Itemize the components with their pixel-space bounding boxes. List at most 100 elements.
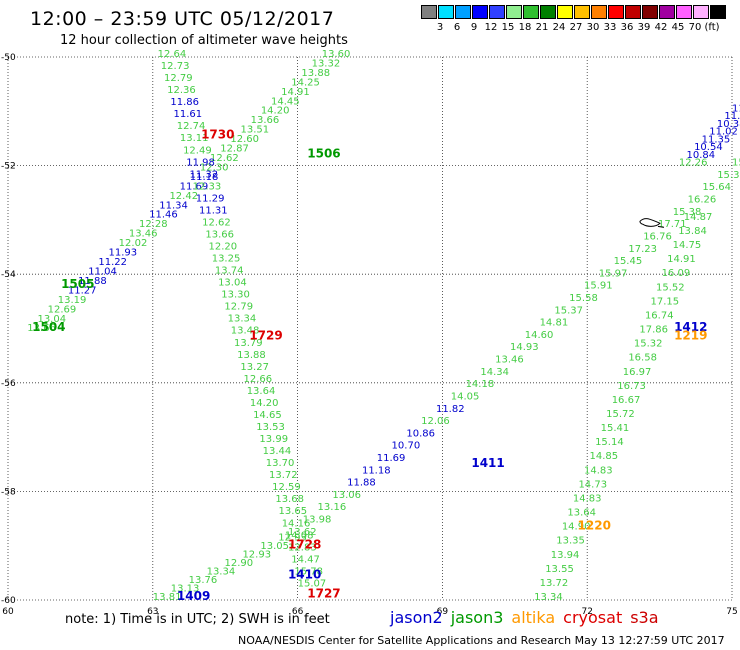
swh-value: 14.93	[510, 342, 539, 353]
pass-labels: 1505 1504 1506 1730 1729 1728 1727 1410 1409 1411…	[32, 127, 707, 603]
scale-label: 3	[436, 22, 444, 33]
swh-value: 12.87	[220, 144, 249, 155]
swh-value: 13.66	[27, 323, 56, 334]
x-tick-label: 69	[437, 607, 449, 617]
swh-value: 13.53	[256, 422, 285, 433]
scale-label: 27	[569, 22, 583, 33]
legend-item-s3a: s3a	[630, 608, 659, 627]
scale-label: 6	[453, 22, 461, 33]
swh-value: 15.14	[595, 437, 624, 448]
swh-value: 12.59	[272, 482, 301, 493]
swh-value: 13.64	[247, 386, 276, 397]
swh-value: 12.90	[225, 558, 254, 569]
y-tick-label: -60	[1, 596, 16, 606]
swh-value: 11.88	[347, 478, 376, 489]
swh-value: 13.11	[180, 133, 209, 144]
swh-value: 11.02	[709, 127, 738, 138]
swh-value: 14.73	[578, 479, 607, 490]
swh-value: 15.31	[717, 170, 740, 181]
swh-value: 12.06	[421, 416, 450, 427]
y-tick-label: -56	[1, 379, 16, 389]
swh-value: 13.46	[495, 355, 524, 366]
pass-number: 1504	[32, 320, 65, 334]
y-tick-label: -54	[1, 270, 16, 280]
scale-label: (ft)	[704, 22, 720, 33]
swh-value: 13.05	[260, 541, 289, 552]
scale-swatch	[625, 5, 641, 19]
pass-number: 1412	[674, 320, 707, 334]
swh-value: 14.65	[253, 410, 282, 421]
swh-value: 16.74	[645, 310, 674, 321]
x-tick-label: 75	[726, 607, 737, 617]
swh-value: 12.26	[679, 158, 708, 169]
swh-value: 13.51	[241, 125, 270, 136]
swh-value: 11.18	[362, 465, 391, 476]
swh-value: 13.94	[551, 550, 580, 561]
swh-value: 12.73	[161, 61, 190, 72]
pass-number: 1728	[288, 537, 321, 551]
swh-value: 12.64	[158, 49, 187, 60]
island-outline	[639, 218, 665, 228]
y-tick-label: -52	[1, 162, 16, 172]
swh-value: 15.78	[294, 566, 323, 577]
x-tick-label: 60	[2, 607, 14, 617]
swh-value: 11.93	[109, 248, 138, 259]
pass-number: 1727	[307, 586, 340, 600]
swh-value: 15.64	[702, 182, 731, 193]
swh-value: 12.60	[230, 134, 259, 145]
swh-value: 13.72	[269, 470, 298, 481]
legend-item-jason2: jason2	[390, 608, 443, 627]
swh-value: 14.60	[525, 330, 554, 341]
swh-value: 12.62	[210, 153, 239, 164]
scale-swatch	[574, 5, 590, 19]
scale-label: 42	[654, 22, 668, 33]
pass-number: 1219	[674, 328, 707, 342]
swh-value: 13.64	[567, 508, 596, 519]
swh-value: 13.34	[534, 592, 563, 603]
scale-label: 33	[603, 22, 617, 33]
pass-number: 1220	[578, 518, 611, 532]
swh-value: 13.66	[251, 115, 280, 126]
satellite-tracks: 13.6613.0412.6913.1911.2711.8811.0411.22…	[27, 49, 740, 603]
scale-swatch	[659, 5, 675, 19]
swh-value: 15.41	[601, 423, 630, 434]
satellite-legend: jason2 jason3 altika cryosat s3a	[390, 608, 667, 627]
scale-swatch	[472, 5, 488, 19]
swh-value: 11.46	[149, 210, 178, 221]
swh-value: 10.86	[406, 428, 435, 439]
swh-value: 12.66	[244, 374, 273, 385]
swh-value: 15.72	[606, 409, 635, 420]
swh-value: 12.69	[48, 304, 77, 315]
swh-value: 14.20	[261, 106, 290, 117]
swh-value: 12.93	[242, 549, 271, 560]
swh-value: 13.34	[228, 314, 257, 325]
swh-value: 12.36	[167, 85, 196, 96]
credit-line: NOAA/NESDIS Center for Satellite Applica…	[238, 634, 725, 647]
swh-value: 14.08	[285, 530, 314, 541]
swh-value: 17.86	[639, 325, 668, 336]
swh-value: 14.45	[271, 96, 300, 107]
swh-value: 13.88	[237, 350, 266, 361]
swh-value: 17.71	[658, 219, 687, 230]
swh-value: 14.81	[540, 318, 569, 329]
swh-value: 12.79	[224, 302, 253, 313]
x-tick-label: 66	[292, 607, 304, 617]
x-tick-label: 72	[581, 607, 592, 617]
swh-value: 16.09	[662, 268, 691, 279]
swh-value: 13.66	[205, 229, 234, 240]
swh-value: 13.25	[212, 254, 241, 265]
scale-label: 24	[552, 22, 566, 33]
pass-number: 1729	[249, 328, 282, 342]
swh-value: 14.34	[480, 367, 509, 378]
pass-number: 1505	[61, 277, 94, 291]
swh-value: 11.88	[78, 276, 107, 287]
swh-value: 12.33	[193, 181, 222, 192]
scale-swatch	[693, 5, 709, 19]
swh-value: 13.04	[37, 314, 66, 325]
swh-value: 12.28	[139, 219, 168, 230]
swh-value: 10.54	[694, 142, 723, 153]
swh-value: 11.61	[174, 109, 203, 120]
scale-swatch	[506, 5, 522, 19]
swh-value: 11.29	[196, 193, 225, 204]
swh-value: 13.60	[322, 49, 351, 60]
